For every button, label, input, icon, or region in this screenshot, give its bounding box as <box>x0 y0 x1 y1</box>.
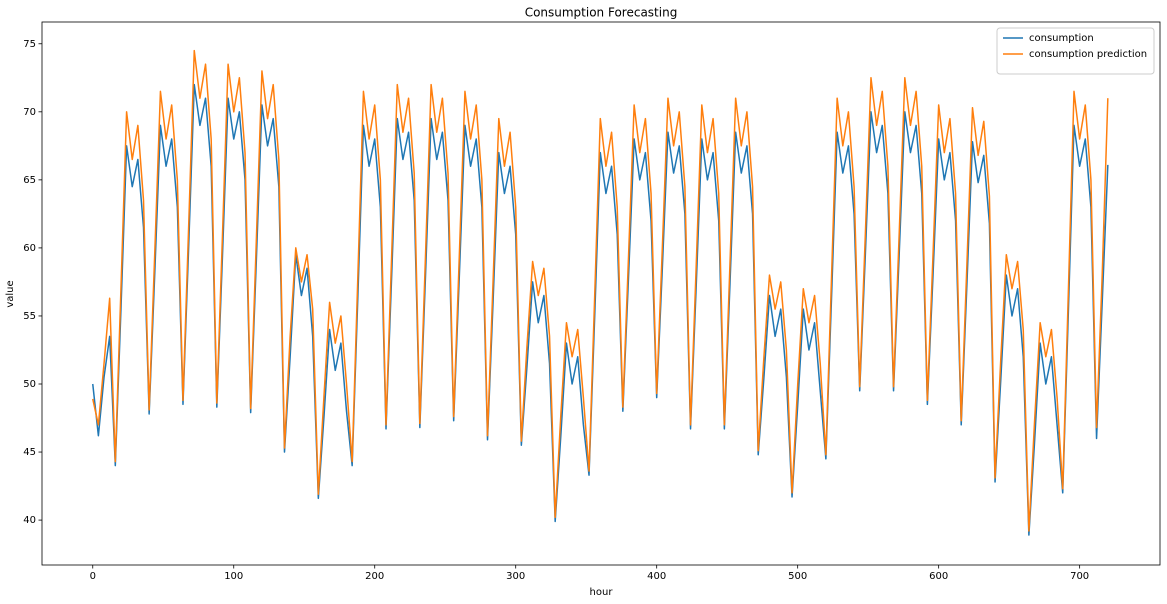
x-tick-label: 700 <box>1070 571 1089 582</box>
series-line <box>92 49 1109 532</box>
x-tick-label: 100 <box>224 571 243 582</box>
legend-label: consumption prediction <box>1029 49 1147 60</box>
y-axis-label: value <box>5 280 16 307</box>
x-axis-label: hour <box>590 587 614 598</box>
axes-frame <box>41 21 1161 566</box>
x-tick-label: 300 <box>506 571 525 582</box>
chart-title: Consumption Forecasting <box>525 6 678 20</box>
y-tick-label: 55 <box>23 311 36 322</box>
y-tick-label: 65 <box>23 175 36 186</box>
x-tick-label: 600 <box>929 571 948 582</box>
x-tick-label: 0 <box>90 571 96 582</box>
y-tick-label: 40 <box>23 515 36 526</box>
legend-label: consumption <box>1029 33 1094 44</box>
x-tick-label: 200 <box>365 571 384 582</box>
y-tick-label: 75 <box>23 39 36 50</box>
y-tick-label: 45 <box>23 447 36 458</box>
x-tick-label: 500 <box>788 571 807 582</box>
y-tick-label: 50 <box>23 379 36 390</box>
series-line <box>92 83 1109 536</box>
legend-box <box>996 27 1155 75</box>
y-tick-label: 60 <box>23 243 36 254</box>
y-tick-label: 70 <box>23 107 36 118</box>
x-tick-label: 400 <box>647 571 666 582</box>
